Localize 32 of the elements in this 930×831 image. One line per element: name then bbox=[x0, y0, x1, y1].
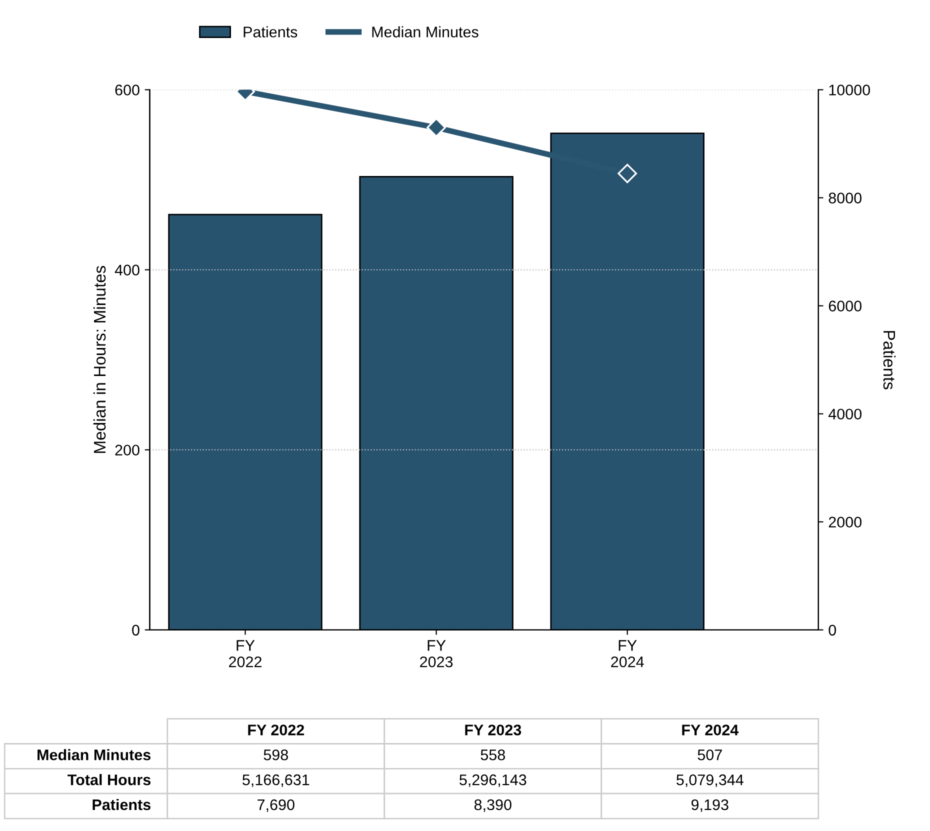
y2-tick-label: 4000 bbox=[828, 408, 862, 420]
text: 5,296,143 bbox=[460, 774, 526, 788]
y2-axis-title: Patients bbox=[883, 331, 896, 390]
text: Patients bbox=[92, 798, 151, 810]
y-tick-label: 400 bbox=[114, 264, 140, 276]
y-tick-label: 0 bbox=[132, 624, 140, 636]
x-tick-label: FY 2023 bbox=[420, 640, 453, 668]
category-label: FY 2024 bbox=[682, 724, 739, 736]
category-label: FY 2022 bbox=[248, 724, 304, 736]
y2-tick-label: 8000 bbox=[828, 192, 862, 204]
x-tick-label: FY 2022 bbox=[229, 640, 262, 668]
text: 5,166,631 bbox=[242, 774, 310, 788]
data-label: 8,390 bbox=[474, 799, 512, 812]
y-tick-label: 600 bbox=[115, 84, 140, 96]
data-label: 7,690 bbox=[258, 799, 294, 812]
y2-tick-label: 0 bbox=[828, 624, 836, 636]
x-tick-label: FY 2024 bbox=[611, 640, 644, 668]
y-axis-title: Median in Hours: Minutes bbox=[93, 266, 106, 453]
legend-label: Patients bbox=[244, 26, 298, 38]
legend-label: Median Minutes bbox=[372, 26, 478, 38]
text: 5,079,344 bbox=[676, 774, 744, 788]
y-tick-label: 200 bbox=[115, 444, 140, 456]
y2-tick-label: 10000 bbox=[829, 84, 870, 96]
y2-tick-label: 2000 bbox=[828, 516, 862, 528]
data-label: 598 bbox=[264, 749, 288, 760]
data-label: 9,193 bbox=[692, 799, 728, 812]
y2-tick-label: 6000 bbox=[828, 300, 862, 312]
data-label: 558 bbox=[480, 749, 505, 760]
text: Total Hours bbox=[68, 774, 151, 786]
data-label: 507 bbox=[698, 749, 722, 760]
text: Median Minutes bbox=[38, 749, 151, 760]
category-label: FY 2023 bbox=[465, 724, 522, 736]
